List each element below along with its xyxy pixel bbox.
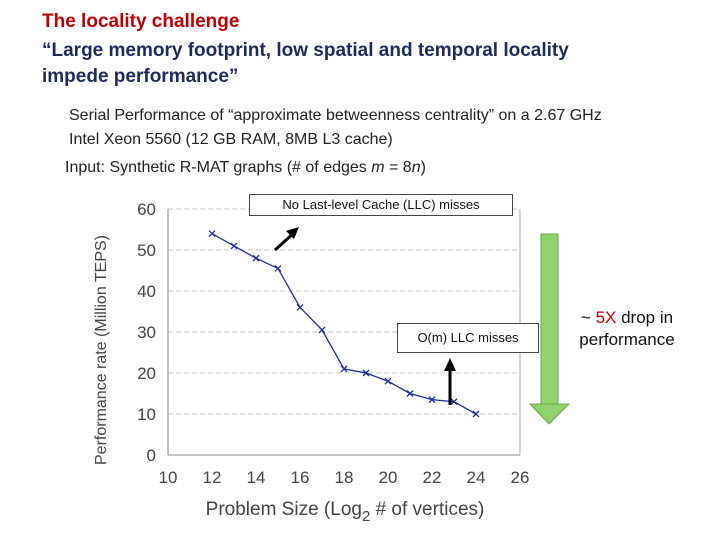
data-point xyxy=(406,390,414,397)
no-llc-misses-label: No Last-level Cache (LLC) misses xyxy=(249,194,513,216)
data-point xyxy=(362,369,370,377)
y-axis-label: Performance rate (Million TEPS) xyxy=(93,235,110,465)
quote-line-2: impede performance” xyxy=(42,66,239,87)
description-line-2: Intel Xeon 5560 (12 GB RAM, 8MB L3 cache… xyxy=(69,131,393,148)
y-tick-label: 0 xyxy=(147,446,156,465)
data-point xyxy=(208,230,216,238)
input-prefix: Input: Synthetic R-MAT graphs (# of edge… xyxy=(65,159,372,176)
data-point xyxy=(274,264,282,272)
drop-value: 5X xyxy=(595,308,617,327)
performance-drop-label: ~ 5X drop in performance xyxy=(566,307,688,351)
x-tick-label: 20 xyxy=(379,468,398,487)
x-tick-label: 24 xyxy=(467,468,486,487)
grid-lines xyxy=(168,208,520,415)
data-point xyxy=(230,242,238,250)
data-point xyxy=(340,365,348,373)
x-tick-label: 18 xyxy=(335,468,354,487)
y-tick-label: 20 xyxy=(137,364,156,383)
x-tick-label: 12 xyxy=(203,468,222,487)
x-axis-label: Problem Size (Log2 # of vertices) xyxy=(206,499,485,525)
description: Serial Performance of “approximate betwe… xyxy=(69,104,709,152)
x-tick-label: 16 xyxy=(291,468,310,487)
data-point xyxy=(428,396,436,404)
input-description: Input: Synthetic R-MAT graphs (# of edge… xyxy=(65,156,426,180)
drop-suffix: drop in performance xyxy=(579,308,675,349)
slide-title: The locality challenge xyxy=(42,11,240,32)
input-n: n xyxy=(411,159,421,176)
green-down-arrow xyxy=(528,233,571,425)
y-tick-label: 40 xyxy=(137,282,156,301)
x-tick-label: 22 xyxy=(423,468,442,487)
description-line-1: Serial Performance of “approximate betwe… xyxy=(69,107,602,124)
x-tick-label: 14 xyxy=(247,468,266,487)
y-tick-label: 10 xyxy=(137,405,156,424)
y-tick-label: 50 xyxy=(137,241,156,260)
input-m: m xyxy=(371,159,385,176)
data-point xyxy=(384,377,392,385)
data-point xyxy=(472,410,480,418)
om-llc-misses-label: O(m) LLC misses xyxy=(397,323,539,353)
up-arrow-left xyxy=(273,227,299,252)
y-tick-label: 60 xyxy=(137,200,156,219)
quote-text: “Large memory footprint, low spatial and… xyxy=(42,38,682,90)
data-point xyxy=(318,326,326,334)
quote-line-1: “Large memory footprint, low spatial and… xyxy=(42,40,569,61)
y-tick-label: 30 xyxy=(137,323,156,342)
data-point xyxy=(252,254,260,262)
up-arrow-right xyxy=(444,358,456,405)
data-point xyxy=(296,303,304,311)
series xyxy=(208,230,480,418)
data-point xyxy=(450,398,458,406)
drop-prefix: ~ xyxy=(580,308,596,327)
input-suffix: ) xyxy=(420,159,426,176)
x-tick-label: 10 xyxy=(159,468,178,487)
x-tick-label: 26 xyxy=(511,468,530,487)
input-eq: = 8 xyxy=(384,159,412,176)
